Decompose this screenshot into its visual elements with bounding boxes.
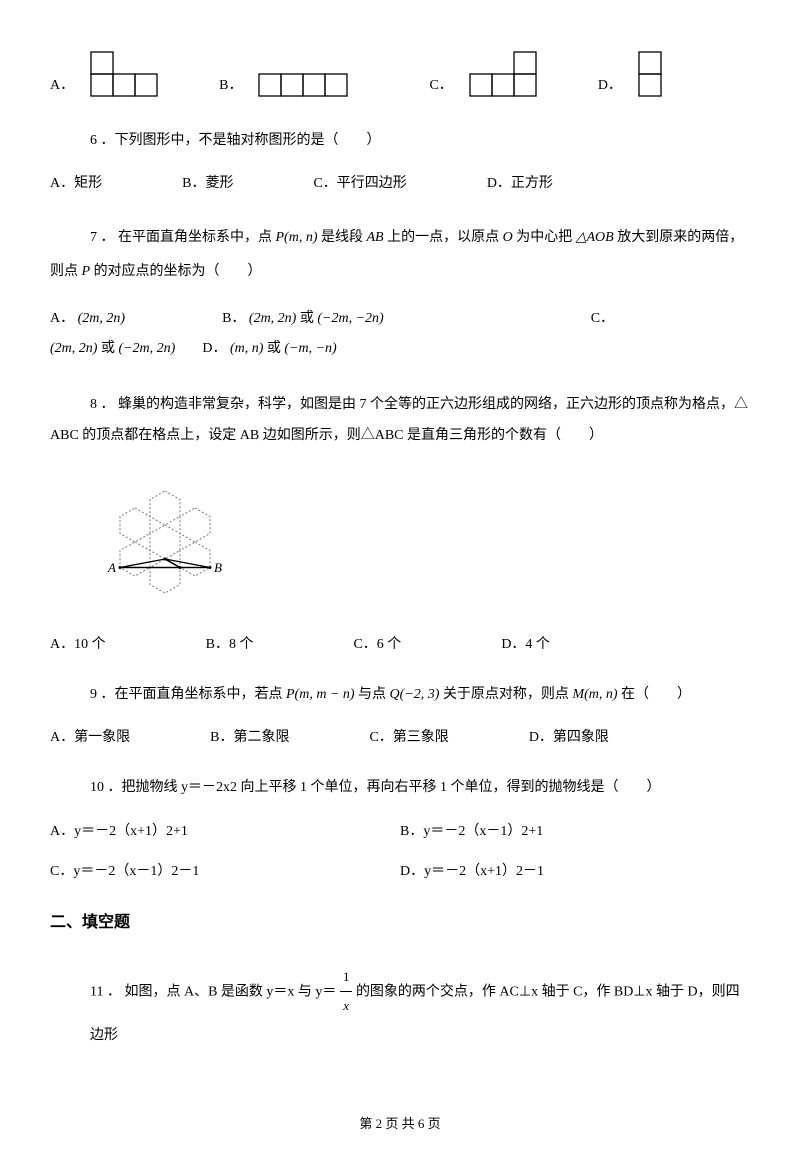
q5-shape-a xyxy=(89,50,159,98)
q11-fraction: 1 x xyxy=(340,963,353,1021)
q7-opt-b-or: 或 xyxy=(300,311,314,326)
q5-options-row: A． B． C． xyxy=(50,50,750,98)
question-7: 7 ． 在平面直角坐标系中，点 P(m, n) 是线段 AB 上的一点，以原点 … xyxy=(50,221,750,365)
q8-opt-d: D．4 个 xyxy=(501,632,550,657)
q7-mid1: 是线段 xyxy=(321,230,367,245)
q11-pre: 11 ． 如图，点 A、B 是函数 y＝x 与 y＝ xyxy=(90,984,336,999)
q5-shape-c xyxy=(468,50,538,98)
q7-opt-c-expr1: (2m, 2n) xyxy=(50,341,97,356)
q9-opt-c: C．第三象限 xyxy=(369,725,448,750)
q7-pre: 7 ． 在平面直角坐标系中，点 xyxy=(90,230,272,245)
q7-ab: AB xyxy=(367,230,384,245)
q5-shape-d xyxy=(637,50,663,98)
section-2-title: 二、填空题 xyxy=(50,909,750,938)
q8-text: 8 ． 蜂巢的构造非常复杂，科学，如图是由 7 个全等的正六边形组成的网络，正六… xyxy=(90,390,750,452)
q9-opt-a: A．第一象限 xyxy=(50,725,130,750)
q7-tri: △AOB xyxy=(576,230,614,245)
q5-label-c: C． xyxy=(429,73,452,98)
q7-opt-a-label: A． xyxy=(50,311,74,326)
q9-q-expr: Q(−2, 3) xyxy=(390,687,440,702)
q10-opt-c: C．y＝－2（x－1）2－1 xyxy=(50,859,400,884)
q6-opt-c: C．平行四边形 xyxy=(313,171,406,196)
q6-opt-d: D．正方形 xyxy=(487,171,553,196)
q9-opt-b: B．第二象限 xyxy=(210,725,289,750)
q5-label-d: D． xyxy=(598,73,622,98)
q9-post: 在（ ） xyxy=(621,687,691,702)
q7-line2-pre: 则点 xyxy=(50,264,78,279)
q8-opt-a: A．10 个 xyxy=(50,632,106,657)
q6-text: 6 ．下列图形中，不是轴对称图形的是（ ） xyxy=(90,128,750,153)
q9-opt-d: D．第四象限 xyxy=(529,725,609,750)
q8-opt-c: C．6 个 xyxy=(353,632,401,657)
q7-p-sym: P xyxy=(82,264,91,279)
q11-text: 11 ． 如图，点 A、B 是函数 y＝x 与 y＝ 1 x 的图象的两个交点，… xyxy=(90,963,750,1052)
question-8: 8 ． 蜂巢的构造非常复杂，科学，如图是由 7 个全等的正六边形组成的网络，正六… xyxy=(50,390,750,657)
q11-frac-num: 1 xyxy=(340,963,353,993)
q10-text: 10 ．把抛物线 y＝－2x2 向上平移 1 个单位，再向右平移 1 个单位，得… xyxy=(90,775,750,800)
q7-opt-b-expr1: (2m, 2n) xyxy=(249,311,296,326)
q7-options: A． (2m, 2n) B． (2m, 2n) 或 (−2m, −2n) C． … xyxy=(50,304,750,366)
q10-opt-d: D．y＝－2（x+1）2－1 xyxy=(400,859,750,884)
q7-opt-b-expr2: (−2m, −2n) xyxy=(317,311,383,326)
q5-shape-b xyxy=(257,72,349,98)
q7-opt-b-label: B． xyxy=(222,311,245,326)
q7-opt-c-or: 或 xyxy=(101,341,115,356)
q9-m-expr: M(m, n) xyxy=(572,687,617,702)
q8-options: A．10 个 B．8 个 C．6 个 D．4 个 xyxy=(50,632,750,657)
q7-mid3: 为中心把 xyxy=(516,230,572,245)
q10-options: A．y＝－2（x+1）2+1 B．y＝－2（x－1）2+1 C．y＝－2（x－1… xyxy=(50,819,750,884)
q7-opt-d-label: D． xyxy=(202,341,226,356)
q7-text: 7 ． 在平面直角坐标系中，点 P(m, n) 是线段 AB 上的一点，以原点 … xyxy=(90,221,750,288)
q7-mid2: 上的一点，以原点 xyxy=(387,230,499,245)
q5-label-a: A． xyxy=(50,73,74,98)
q8-opt-b: B．8 个 xyxy=(206,632,254,657)
q6-options: A．矩形 B．菱形 C．平行四边形 D．正方形 xyxy=(50,171,750,196)
q6-opt-b: B．菱形 xyxy=(182,171,233,196)
q9-p-expr: P(m, m − n) xyxy=(286,687,355,702)
q7-mid4: 放大到原来的两倍， xyxy=(617,230,743,245)
question-9: 9 ．在平面直角坐标系中，若点 P(m, m − n) 与点 Q(−2, 3) … xyxy=(50,682,750,750)
question-6: 6 ．下列图形中，不是轴对称图形的是（ ） A．矩形 B．菱形 C．平行四边形 … xyxy=(50,128,750,196)
q9-mid2: 关于原点对称，则点 xyxy=(443,687,569,702)
q9-pre: 9 ．在平面直角坐标系中，若点 xyxy=(90,687,283,702)
q7-opt-d-expr2: (−m, −n) xyxy=(284,341,336,356)
q10-opt-a: A．y＝－2（x+1）2+1 xyxy=(50,819,400,844)
q7-opt-c-label: C． xyxy=(591,311,614,326)
q8-label-a: A xyxy=(107,560,116,575)
q7-opt-d-or: 或 xyxy=(267,341,281,356)
q8-hex-diagram: A B xyxy=(80,472,750,612)
q7-line2-post: 的对应点的坐标为（ ） xyxy=(94,264,262,279)
q6-opt-a: A．矩形 xyxy=(50,171,102,196)
question-11: 11 ． 如图，点 A、B 是函数 y＝x 与 y＝ 1 x 的图象的两个交点，… xyxy=(50,963,750,1052)
q7-o: O xyxy=(503,230,513,245)
q9-mid1: 与点 xyxy=(358,687,386,702)
q7-p-expr: P(m, n) xyxy=(276,230,318,245)
q10-opt-b: B．y＝－2（x－1）2+1 xyxy=(400,819,750,844)
q8-line2: ABC 的顶点都在格点上，设定 AB 边如图所示，则△ABC 是直角三角形的个数… xyxy=(50,428,603,443)
q5-label-b: B． xyxy=(219,73,242,98)
question-10: 10 ．把抛物线 y＝－2x2 向上平移 1 个单位，再向右平移 1 个单位，得… xyxy=(50,775,750,884)
q9-text: 9 ．在平面直角坐标系中，若点 P(m, m − n) 与点 Q(−2, 3) … xyxy=(90,682,750,707)
q8-label-b: B xyxy=(214,560,222,575)
q9-options: A．第一象限 B．第二象限 C．第三象限 D．第四象限 xyxy=(50,725,750,750)
q7-opt-c-expr2: (−2m, 2n) xyxy=(118,341,175,356)
q7-opt-a-expr: (2m, 2n) xyxy=(78,311,125,326)
q8-line1: 8 ． 蜂巢的构造非常复杂，科学，如图是由 7 个全等的正六边形组成的网络，正六… xyxy=(90,397,748,412)
q11-frac-den: x xyxy=(340,992,353,1021)
q7-opt-d-expr1: (m, n) xyxy=(230,341,263,356)
